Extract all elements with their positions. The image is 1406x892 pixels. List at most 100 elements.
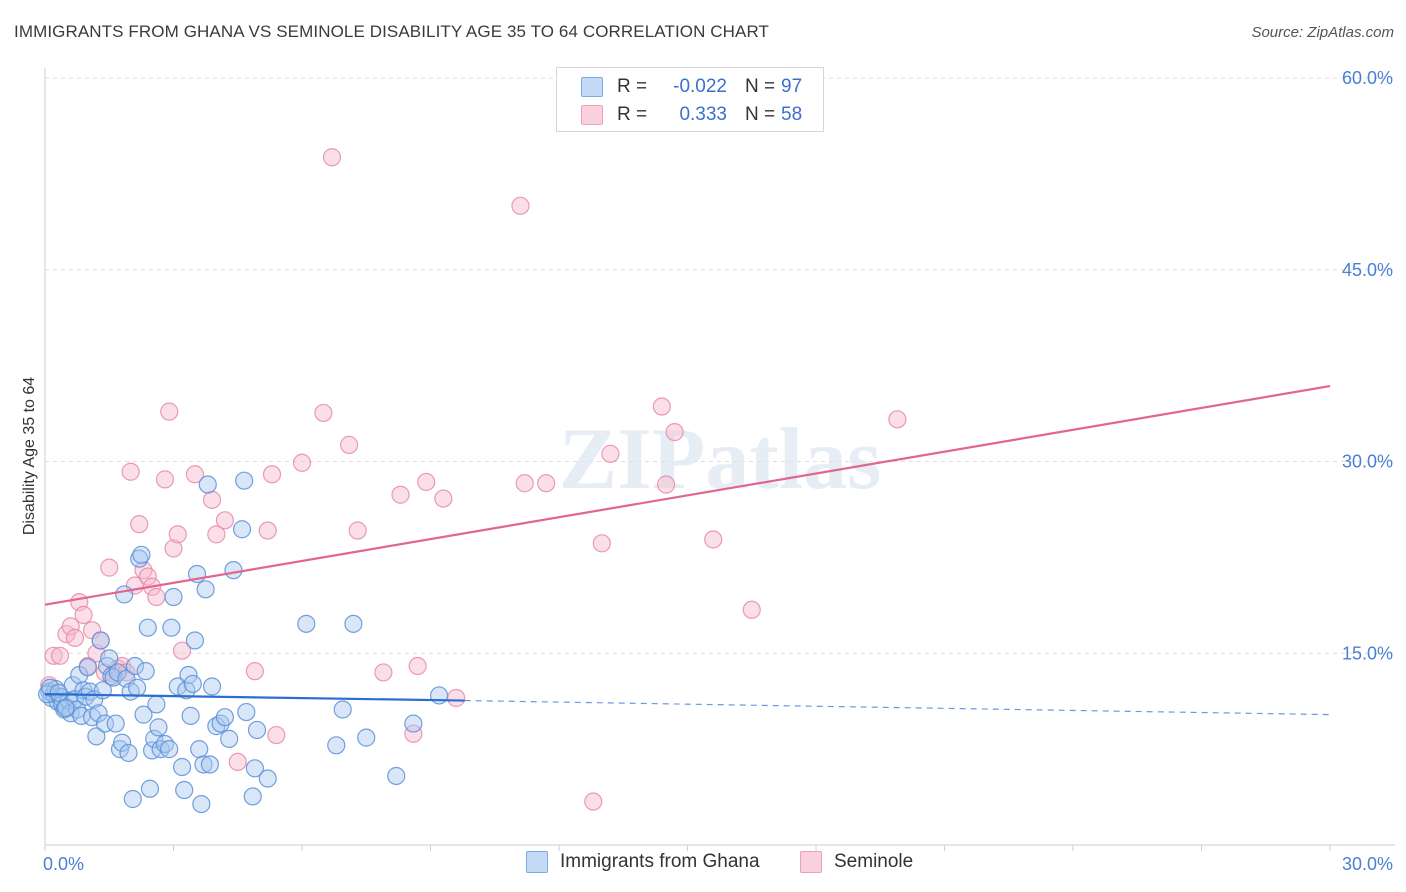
ghana-point xyxy=(237,702,256,722)
legend-row-seminole: R = 0.333 N = 58 xyxy=(557,101,802,129)
seminole-point xyxy=(61,617,80,636)
ghana-point xyxy=(89,704,108,723)
seminole-point xyxy=(44,646,63,665)
seminole-point xyxy=(207,525,226,544)
legend-item-seminole[interactable]: Seminole xyxy=(800,851,913,873)
ghana-point xyxy=(123,789,142,809)
seminole-trend-line xyxy=(44,384,1331,606)
ghana-point xyxy=(196,580,215,599)
ghana-point xyxy=(100,649,119,668)
ghana-point xyxy=(125,656,145,676)
ghana-point xyxy=(200,755,220,774)
legend-item-ghana[interactable]: Immigrants from Ghana xyxy=(526,851,760,873)
ghana-point xyxy=(136,662,155,681)
seminole-point xyxy=(652,397,671,416)
seminole-point xyxy=(515,474,534,493)
ghana-point xyxy=(429,686,449,705)
ghana-point xyxy=(232,520,252,539)
seminole-point xyxy=(340,435,359,454)
seminole-point xyxy=(50,646,70,665)
ghana-point xyxy=(333,700,352,719)
seminole-point xyxy=(185,465,205,484)
seminole-point xyxy=(584,792,603,811)
ghana-trend-extension xyxy=(464,699,1331,716)
seminole-point xyxy=(155,470,175,489)
legend-swatch-ghana xyxy=(526,851,548,873)
seminole-point xyxy=(601,444,620,463)
ghana-point xyxy=(202,677,222,696)
ghana-point xyxy=(138,618,157,637)
ghana-point xyxy=(164,587,183,607)
legend-n-value: 97 xyxy=(781,76,803,97)
ghana-point xyxy=(49,683,68,702)
seminole-point xyxy=(147,587,166,607)
ghana-trend-line xyxy=(44,693,465,702)
seminole-point xyxy=(314,403,333,423)
chart-title: IMMIGRANTS FROM GHANA VS SEMINOLE DISABI… xyxy=(14,22,770,41)
ghana-point xyxy=(95,714,115,733)
ghana-point xyxy=(185,631,205,650)
source-credit: Source: ZipAtlas.com xyxy=(1251,24,1394,41)
ghana-point xyxy=(181,706,200,725)
ghana-point xyxy=(160,740,179,759)
ghana-point xyxy=(78,658,97,677)
seminole-point xyxy=(74,605,93,625)
y-axis-title: Disability Age 35 to 64 xyxy=(21,377,38,535)
seminole-point xyxy=(292,453,312,472)
ghana-point xyxy=(327,736,346,755)
ghana-point xyxy=(215,708,234,727)
y-tick-label: 30.0% xyxy=(1342,452,1393,472)
ghana-point xyxy=(245,759,264,778)
legend-label-seminole: Seminole xyxy=(834,851,914,872)
legend-r-value: 0.333 xyxy=(679,104,727,125)
seminole-point xyxy=(742,600,761,619)
axes xyxy=(44,68,1395,851)
seminole-point xyxy=(417,472,436,492)
seminole-point xyxy=(160,402,179,421)
y-tick-label: 45.0% xyxy=(1342,260,1393,280)
seminole-point xyxy=(348,521,367,540)
watermark: ZIPatlas xyxy=(559,411,882,508)
legend-label-ghana: Immigrants from Ghana xyxy=(560,851,760,872)
y-tick-label: 15.0% xyxy=(1342,643,1393,663)
ghana-point xyxy=(179,665,198,685)
seminole-point xyxy=(215,511,234,530)
seminole-point xyxy=(592,534,611,553)
ghana-point xyxy=(147,695,166,714)
seminole-point xyxy=(656,475,676,494)
series-legend: Immigrants from Ghana Seminole xyxy=(0,851,1406,879)
ghana-point xyxy=(168,677,187,696)
seminole-point xyxy=(202,490,222,509)
ghana-point xyxy=(41,678,60,697)
seminole-point xyxy=(100,558,119,577)
x-tick-label: 30.0% xyxy=(1342,854,1393,874)
tick-labels: 15.0% 30.0% 45.0% 60.0% 0.0% 30.0% xyxy=(43,68,1393,874)
legend-r-label: R = xyxy=(617,104,648,125)
seminole-point xyxy=(888,410,907,429)
x-tick-label: 0.0% xyxy=(43,854,84,874)
ghana-point xyxy=(132,545,151,564)
seminole-point xyxy=(164,539,183,558)
ghana-point xyxy=(172,757,192,777)
seminole-point xyxy=(434,489,453,508)
ghana-point xyxy=(220,729,239,748)
legend-r-value: -0.022 xyxy=(673,76,727,97)
seminole-point xyxy=(262,465,282,484)
seminole-point xyxy=(65,628,85,648)
seminole-point xyxy=(447,688,466,708)
ghana-point xyxy=(235,471,254,490)
ghana-point xyxy=(162,618,181,637)
ghana-point xyxy=(357,728,376,747)
ghana-point xyxy=(387,766,406,786)
ghana-point xyxy=(247,720,267,740)
ghana-point xyxy=(224,561,243,580)
seminole-point xyxy=(130,515,149,534)
ghana-point xyxy=(258,769,277,788)
ghana-point xyxy=(344,614,363,633)
ghana-point xyxy=(297,614,316,633)
ghana-point xyxy=(106,714,125,733)
ghana-point xyxy=(119,743,138,763)
ghana-point xyxy=(404,714,423,733)
seminole-point xyxy=(228,752,247,772)
